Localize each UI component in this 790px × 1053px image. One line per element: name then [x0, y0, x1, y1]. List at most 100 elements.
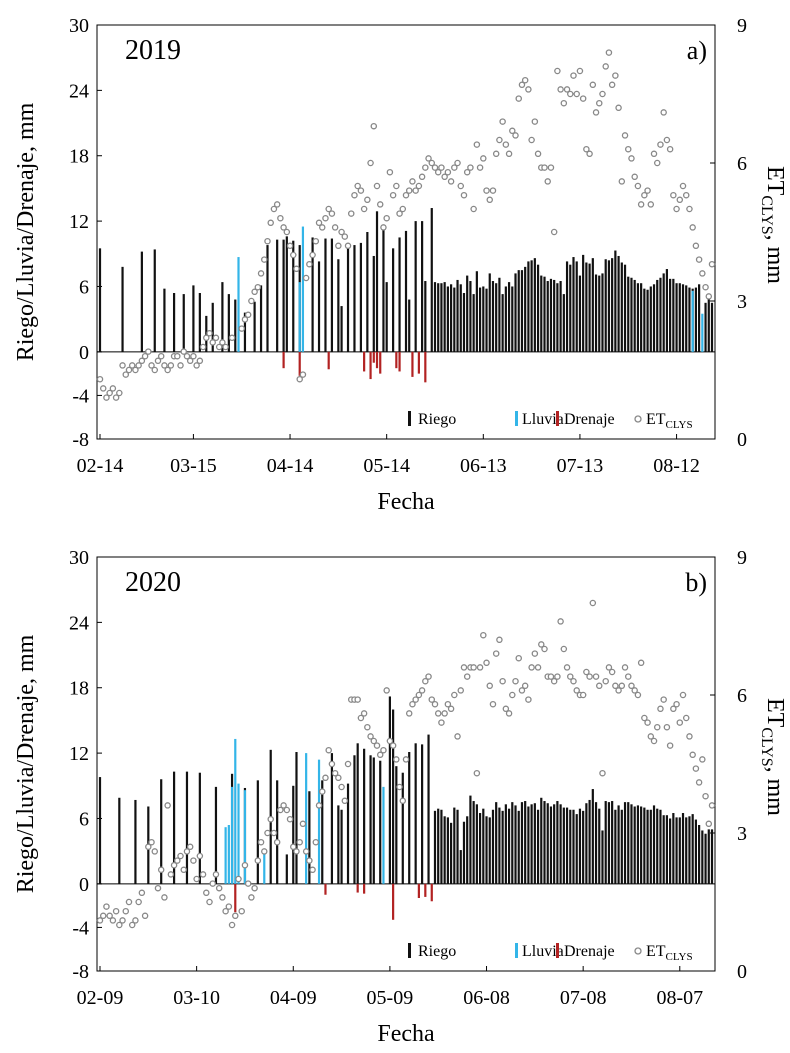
- riego-bar: [707, 298, 710, 352]
- et-point: [505, 150, 513, 158]
- riego-bar: [575, 261, 578, 352]
- et-point: [670, 191, 677, 199]
- riego-bar: [698, 825, 701, 884]
- legend-label-lluvia: Lluvia: [522, 411, 564, 428]
- et-point: [177, 852, 184, 860]
- riego-bar: [485, 816, 488, 884]
- y-tick-label: -4: [72, 917, 89, 939]
- et-point: [267, 219, 274, 227]
- et-point: [634, 182, 642, 190]
- et-point: [441, 710, 448, 717]
- et-point: [319, 788, 326, 795]
- et-point: [225, 903, 233, 910]
- et-point: [563, 664, 571, 671]
- riego-bar: [414, 221, 417, 352]
- y2-axis-title: ETCLYS, mm: [758, 698, 788, 816]
- et-point: [354, 182, 361, 190]
- y2-axis-title-suffix: , mm: [762, 235, 788, 285]
- et-point: [492, 150, 500, 158]
- x-tick-label: 04-14: [267, 455, 314, 477]
- x-tick-label: 08-12: [653, 455, 700, 477]
- riego-bar: [520, 802, 524, 884]
- riego-bar: [359, 242, 363, 352]
- riego-bar: [382, 229, 385, 352]
- x-tick-label: 04-09: [270, 987, 317, 1009]
- et-point: [538, 641, 545, 648]
- lluvia-bar: [263, 854, 266, 884]
- et-point: [676, 196, 684, 204]
- riego-bar: [324, 238, 327, 352]
- et-point: [331, 769, 339, 777]
- et-point: [209, 880, 216, 887]
- et-point: [135, 362, 142, 369]
- et-point: [602, 63, 609, 70]
- et-point: [277, 806, 284, 814]
- et-point: [261, 256, 268, 263]
- y-tick-label: 12: [69, 743, 89, 765]
- et-point: [138, 889, 146, 897]
- et-point: [106, 389, 113, 397]
- riego-bar: [408, 752, 411, 884]
- riego-bar: [353, 755, 356, 884]
- et-point: [573, 90, 580, 98]
- riego-bar: [588, 799, 591, 884]
- panel-label: b): [685, 568, 707, 597]
- riego-bar: [153, 249, 156, 352]
- x-tick-label: 03-10: [173, 987, 220, 1009]
- riego-bar: [688, 816, 691, 884]
- et-point: [454, 159, 461, 167]
- et-point: [199, 871, 207, 878]
- et-point: [625, 673, 632, 680]
- riego-bar: [346, 783, 350, 884]
- riego-bar: [163, 288, 166, 352]
- riego-bar: [701, 830, 704, 884]
- et-point: [486, 196, 493, 204]
- et-point: [280, 802, 287, 809]
- et-point: [116, 921, 123, 929]
- et-point: [293, 265, 300, 273]
- et-point: [699, 270, 706, 277]
- riego-bar: [546, 803, 549, 884]
- et-point: [576, 67, 584, 75]
- drenaje-bar: [356, 883, 359, 893]
- et-point: [583, 145, 590, 153]
- y-tick-label: 18: [69, 146, 89, 168]
- et-point: [183, 352, 191, 360]
- et-point: [325, 205, 332, 213]
- et-point: [373, 182, 381, 190]
- riego-bar: [424, 281, 427, 352]
- y-tick-label: 24: [69, 612, 89, 634]
- et-point: [360, 710, 368, 717]
- riego-bar: [540, 797, 543, 884]
- et-point: [251, 288, 258, 296]
- et-point: [290, 843, 297, 851]
- riego-bar: [482, 286, 485, 352]
- y-axis-title: Riego/Lluvia/Drenaje, mm: [13, 634, 39, 893]
- et-point: [402, 191, 410, 199]
- et-point: [151, 366, 159, 374]
- drenaje-bar: [417, 883, 420, 899]
- et-point: [251, 884, 258, 892]
- riego-bar: [704, 302, 707, 352]
- drenaje-bar: [424, 351, 427, 383]
- riego-bar: [501, 810, 504, 884]
- et-point: [673, 205, 680, 213]
- riego-bar: [578, 275, 582, 352]
- riego-bar: [536, 809, 540, 884]
- et-point: [354, 696, 361, 703]
- riego-bar: [659, 809, 662, 884]
- riego-bar: [623, 264, 627, 352]
- et-point: [618, 682, 626, 690]
- et-point: [325, 746, 332, 754]
- et-point: [399, 797, 407, 805]
- lluvia-bar: [230, 786, 234, 884]
- et-point: [451, 691, 458, 699]
- drenaje-bar: [327, 351, 330, 370]
- riego-bar: [433, 810, 437, 884]
- et-point: [393, 182, 400, 190]
- riego-bar: [707, 829, 710, 884]
- et-point: [357, 714, 365, 722]
- riego-bar: [598, 275, 601, 352]
- riego-bar: [285, 854, 288, 884]
